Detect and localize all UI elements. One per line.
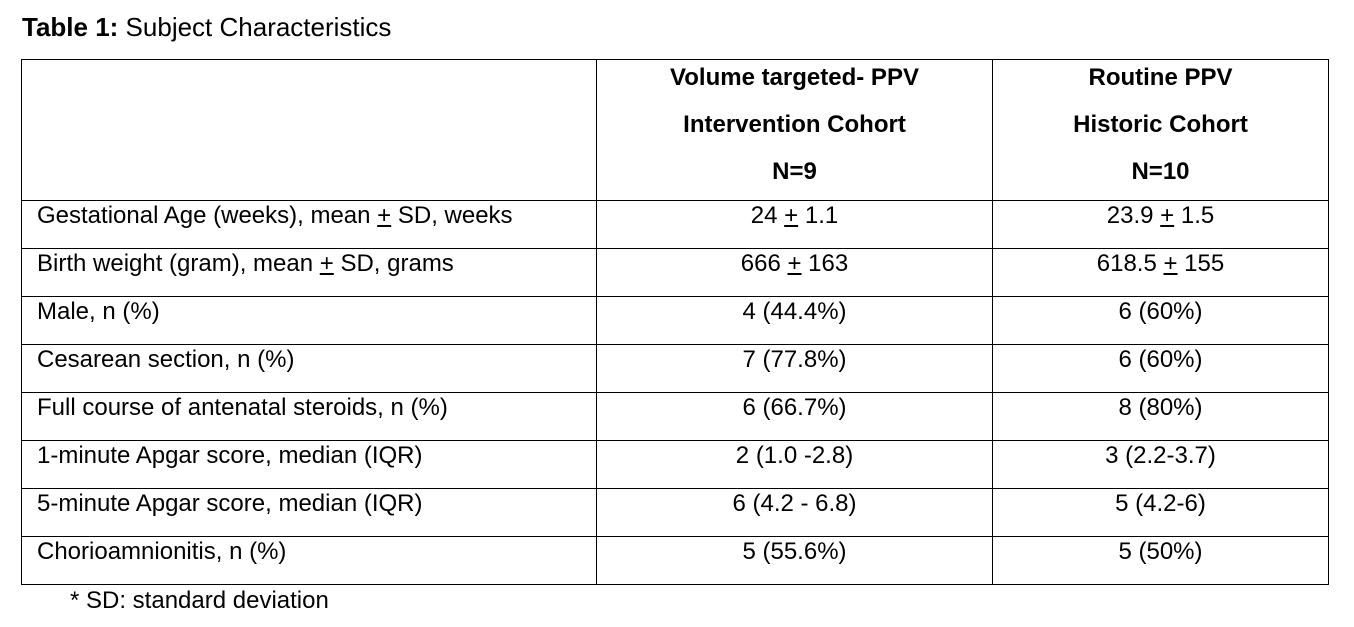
intervention-value: 5 (55.6%) — [596, 536, 993, 585]
header-line: Routine PPV — [1088, 64, 1233, 91]
intervention-value: 7 (77.8%) — [596, 344, 993, 393]
table-row: Gestational Age (weeks), mean + SD, week… — [21, 200, 1329, 249]
row-label: Chorioamnionitis, n (%) — [21, 536, 597, 585]
table-title-text: Subject Characteristics — [118, 12, 392, 42]
table-row: 1-minute Apgar score, median (IQR) 2 (1.… — [21, 440, 1329, 489]
table-row: Birth weight (gram), mean + SD, grams 66… — [21, 248, 1329, 297]
header-line: Volume targeted- PPV — [670, 64, 919, 91]
historic-value: 618.5 + 155 — [992, 248, 1329, 297]
historic-value: 5 (50%) — [992, 536, 1329, 585]
header-line: Intervention Cohort — [683, 111, 906, 138]
header-line: N=9 — [772, 158, 817, 185]
row-label: 5-minute Apgar score, median (IQR) — [21, 488, 597, 537]
table-row: Full course of antenatal steroids, n (%)… — [21, 392, 1329, 441]
table-row: Chorioamnionitis, n (%) 5 (55.6%) 5 (50%… — [21, 536, 1329, 585]
row-label: 1-minute Apgar score, median (IQR) — [21, 440, 597, 489]
historic-value: 8 (80%) — [992, 392, 1329, 441]
header-line: N=10 — [1131, 158, 1190, 185]
intervention-value: 24 + 1.1 — [596, 200, 993, 249]
footnote: * SD: standard deviation — [70, 587, 329, 614]
historic-value: 6 (60%) — [992, 344, 1329, 393]
header-cell-historic: Routine PPV Historic Cohort N=10 — [992, 59, 1329, 201]
header-cell-intervention: Volume targeted- PPV Intervention Cohort… — [596, 59, 993, 201]
row-label: Gestational Age (weeks), mean + SD, week… — [21, 200, 597, 249]
table-title-prefix: Table 1: — [22, 12, 119, 42]
historic-value: 6 (60%) — [992, 296, 1329, 345]
table-title: Table 1: Subject Characteristics — [22, 11, 391, 43]
historic-value: 5 (4.2-6) — [992, 488, 1329, 537]
historic-value: 3 (2.2-3.7) — [992, 440, 1329, 489]
historic-value: 23.9 + 1.5 — [992, 200, 1329, 249]
row-label: Birth weight (gram), mean + SD, grams — [21, 248, 597, 297]
table-row: 5-minute Apgar score, median (IQR) 6 (4.… — [21, 488, 1329, 537]
table-row: Cesarean section, n (%) 7 (77.8%) 6 (60%… — [21, 344, 1329, 393]
intervention-value: 4 (44.4%) — [596, 296, 993, 345]
table-row: Male, n (%) 4 (44.4%) 6 (60%) — [21, 296, 1329, 345]
intervention-value: 2 (1.0 -2.8) — [596, 440, 993, 489]
intervention-value: 6 (4.2 - 6.8) — [596, 488, 993, 537]
row-label: Cesarean section, n (%) — [21, 344, 597, 393]
intervention-value: 666 + 163 — [596, 248, 993, 297]
header-line: Historic Cohort — [1073, 111, 1248, 138]
subject-characteristics-table: Volume targeted- PPV Intervention Cohort… — [21, 59, 1329, 585]
intervention-value: 6 (66.7%) — [596, 392, 993, 441]
row-label: Male, n (%) — [21, 296, 597, 345]
row-label: Full course of antenatal steroids, n (%) — [21, 392, 597, 441]
table-header-row: Volume targeted- PPV Intervention Cohort… — [21, 59, 1329, 201]
header-cell-empty — [21, 59, 597, 201]
